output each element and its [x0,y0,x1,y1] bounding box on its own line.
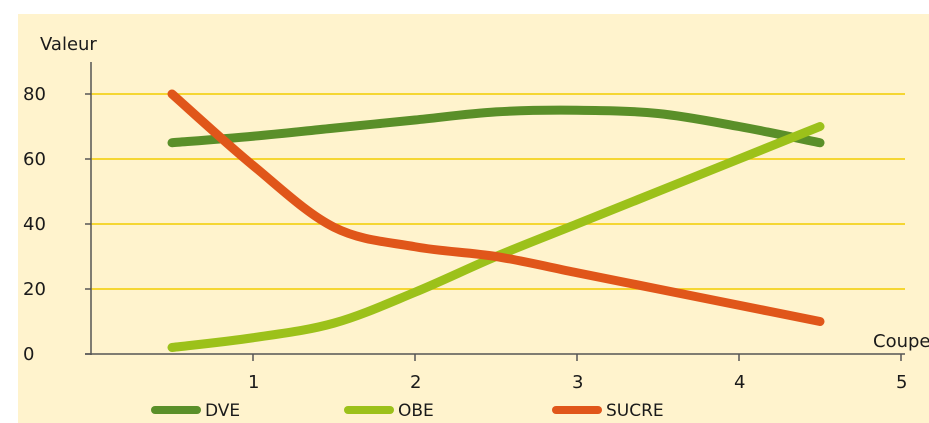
series-line-dve [167,105,825,148]
x-tick-label: 5 [896,372,907,393]
y-tick-label: 40 [23,214,46,235]
y-tick-label: 60 [23,149,46,170]
y-axis-label: Valeur [40,34,97,55]
legend-label-dve: DVE [205,401,240,421]
line-chart: 0 20 40 60 80 1 2 3 4 5 DVE OBE SUCRE Valeur Coupe [23,34,929,421]
legend-label-sucre: SUCRE [606,401,664,421]
x-tick-label: 1 [248,372,259,393]
tick-labels: 0 20 40 60 80 1 2 3 4 5 [23,84,907,393]
legend: DVE OBE SUCRE [151,401,664,421]
x-axis-label: Coupe [873,331,929,352]
axes [85,62,905,361]
y-tick-label: 80 [23,84,46,105]
legend-label-obe: OBE [398,401,434,421]
x-tick-label: 4 [734,372,745,393]
series-line-sucre [167,89,825,326]
y-tick-label: 0 [23,344,34,365]
x-tick-label: 3 [572,372,583,393]
gridlines [91,93,905,290]
chart-panel: 0 20 40 60 80 1 2 3 4 5 DVE OBE SUCRE Valeur Coupe [18,14,929,423]
x-tick-label: 2 [410,372,421,393]
y-tick-label: 20 [23,279,46,300]
series-lines [167,89,825,352]
